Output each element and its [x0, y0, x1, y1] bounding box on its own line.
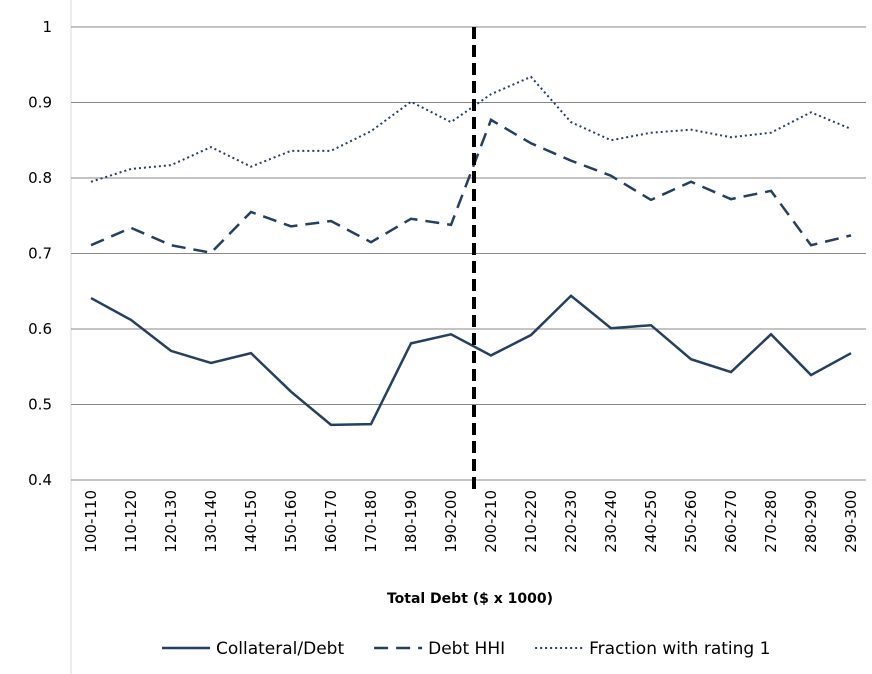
x-tick-label: 160-170: [322, 490, 340, 553]
x-tick-label: 130-140: [202, 490, 220, 553]
x-tick-label: 190-200: [442, 490, 460, 553]
x-tick-label: 100-110: [82, 490, 100, 553]
x-tick-label: 230-240: [602, 490, 620, 553]
x-tick-label: 140-150: [242, 490, 260, 553]
y-tick-label: 1: [42, 18, 52, 36]
y-tick-label: 0.7: [28, 245, 52, 263]
y-tick-label: 0.9: [28, 94, 52, 112]
x-tick-label: 240-250: [642, 490, 660, 553]
y-tick-label: 0.4: [28, 471, 52, 489]
x-tick-label: 150-160: [282, 490, 300, 553]
x-tick-label: 250-260: [682, 490, 700, 553]
y-tick-label: 0.5: [28, 396, 52, 414]
legend-label: Fraction with rating 1: [589, 639, 770, 659]
series-line: [90, 294, 852, 427]
y-tick-label: 0.8: [28, 169, 52, 187]
x-tick-label: 280-290: [802, 490, 820, 553]
x-tick-label: 200-210: [482, 490, 500, 553]
x-tick-label: 180-190: [402, 490, 420, 553]
x-tick-label: 290-300: [842, 490, 860, 553]
x-tick-label: 120-130: [162, 490, 180, 553]
x-tick-label: 110-120: [122, 490, 140, 553]
legend-label: Debt HHI: [428, 639, 505, 659]
x-tick-label: 170-180: [362, 490, 380, 553]
x-axis-label: Total Debt ($ x 1000): [387, 591, 553, 607]
x-tick-label: 210-220: [522, 490, 540, 553]
x-tick-label: 270-280: [762, 490, 780, 553]
series-line: [90, 75, 852, 183]
x-tick-label: 220-230: [562, 490, 580, 553]
y-tick-label: 0.6: [28, 320, 52, 338]
series-line: [90, 118, 852, 255]
x-tick-label: 260-270: [722, 490, 740, 553]
legend-label: Collateral/Debt: [216, 639, 344, 659]
